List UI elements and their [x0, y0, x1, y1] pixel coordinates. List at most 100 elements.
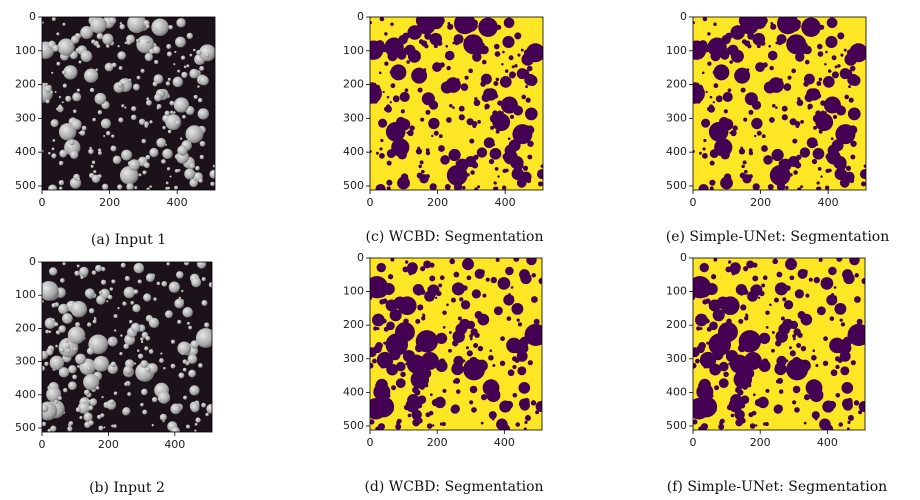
blob — [44, 85, 52, 93]
blob — [473, 154, 479, 160]
blob — [453, 182, 463, 190]
blob — [840, 53, 844, 57]
blob — [442, 310, 447, 315]
blob — [797, 332, 803, 338]
blob — [774, 362, 786, 373]
axes-frame — [692, 16, 867, 191]
blob — [702, 152, 708, 159]
y-tick-label: 200 — [666, 318, 687, 331]
blob — [721, 42, 725, 46]
blob — [59, 347, 65, 353]
blob — [156, 137, 167, 148]
blob — [76, 88, 81, 92]
blob — [702, 299, 708, 305]
blob — [752, 183, 760, 190]
blob — [489, 147, 502, 160]
blob — [177, 341, 192, 356]
blob — [838, 422, 844, 427]
blob — [70, 300, 88, 318]
y-tick-label: 200 — [15, 321, 36, 334]
blob — [533, 53, 538, 58]
blob — [56, 32, 60, 36]
blob — [526, 178, 532, 184]
blob — [464, 75, 469, 80]
blob — [161, 281, 168, 287]
blob — [417, 146, 421, 150]
axes-frame — [41, 16, 216, 191]
blob — [693, 362, 697, 369]
blob — [145, 24, 150, 29]
blob — [503, 294, 515, 306]
blob — [516, 162, 524, 170]
blob — [722, 91, 733, 102]
blob — [693, 419, 698, 425]
blob — [179, 137, 183, 140]
blob — [45, 99, 50, 104]
blob — [511, 65, 515, 69]
x-tick-label: 400 — [494, 436, 515, 449]
blob — [390, 83, 396, 89]
blob — [384, 61, 389, 66]
blob — [172, 76, 184, 88]
y-tick-label: 200 — [15, 78, 36, 91]
blob — [145, 99, 152, 106]
blob — [175, 36, 186, 48]
blob — [195, 328, 212, 348]
blob — [531, 296, 538, 303]
blob — [96, 32, 104, 40]
blob — [794, 407, 800, 413]
y-tick-label: 500 — [666, 419, 687, 432]
x-tick-label: 200 — [750, 196, 771, 209]
blob — [698, 183, 709, 190]
blob — [370, 296, 373, 300]
blob — [763, 335, 766, 338]
blob — [480, 81, 486, 87]
blob — [712, 309, 725, 322]
blob — [92, 319, 97, 324]
blob — [83, 412, 93, 422]
blob — [858, 410, 863, 415]
y-tick-label: 100 — [343, 44, 364, 57]
blob — [495, 186, 499, 190]
blob — [773, 297, 779, 303]
blob — [379, 44, 388, 53]
y-tick-label: 300 — [15, 111, 36, 124]
blob — [777, 39, 783, 46]
blob — [458, 114, 465, 121]
blob — [106, 300, 109, 303]
blob — [816, 181, 820, 185]
blob — [705, 318, 710, 324]
blob — [189, 385, 200, 396]
blob — [480, 421, 484, 425]
blob — [370, 347, 377, 358]
blob — [771, 148, 784, 162]
blob — [458, 105, 465, 112]
blob — [712, 101, 715, 104]
blob — [487, 396, 491, 399]
blob — [812, 147, 825, 160]
blob — [69, 140, 75, 146]
blob — [835, 392, 841, 398]
blob — [522, 165, 529, 171]
blob — [723, 371, 729, 378]
blob — [393, 344, 400, 351]
x-tick-label: 200 — [427, 436, 448, 449]
blob — [93, 170, 97, 174]
blob — [847, 107, 861, 121]
y-tick-label: 200 — [343, 318, 364, 331]
blob — [788, 346, 792, 350]
blob — [778, 158, 792, 172]
blob — [811, 354, 817, 361]
blob — [386, 186, 391, 190]
blob — [466, 275, 472, 281]
blob — [469, 356, 478, 366]
blob — [90, 164, 94, 168]
blob — [426, 423, 433, 429]
blob — [156, 281, 161, 286]
blob — [488, 354, 494, 361]
blob — [441, 421, 446, 427]
blob — [45, 329, 50, 334]
blob — [392, 340, 399, 347]
blob — [173, 97, 190, 113]
blob — [110, 361, 117, 368]
